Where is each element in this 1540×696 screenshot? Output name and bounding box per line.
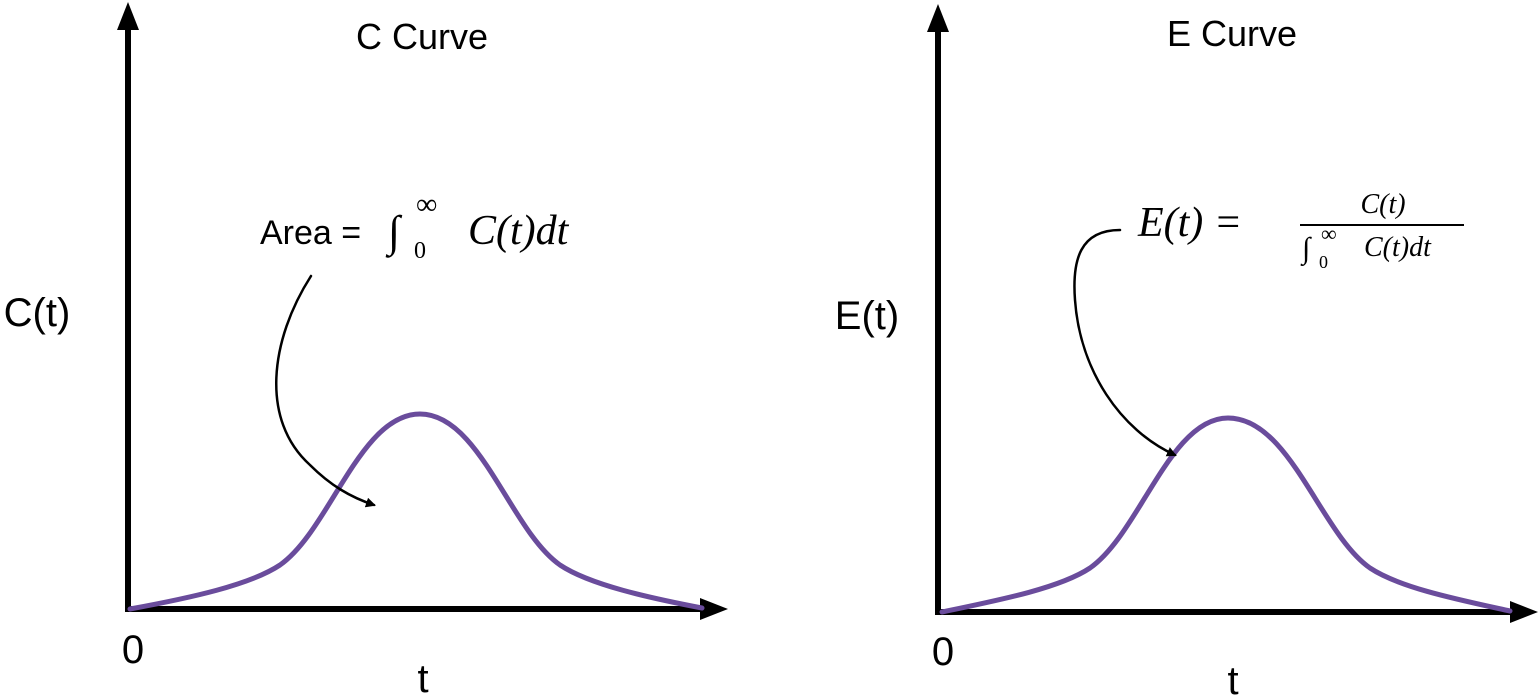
annotation-pointer bbox=[275, 274, 376, 508]
area-formula: Area = ∫ 0 ∞ C(t)dt bbox=[260, 188, 570, 264]
c-curve-panel: C Curve C(t) 0 t Area = ∫ 0 ∞ C(t)dt bbox=[4, 2, 728, 696]
den-integrand: C(t)dt bbox=[1364, 232, 1432, 263]
fraction-numerator: C(t) bbox=[1360, 189, 1405, 220]
den-integral-sign: ∫ bbox=[1300, 232, 1312, 267]
origin-label: 0 bbox=[932, 630, 954, 674]
den-upper-limit: ∞ bbox=[1321, 221, 1337, 246]
c-curve-line bbox=[127, 411, 705, 612]
annotation-pointer bbox=[1073, 228, 1177, 457]
y-axis-arrowhead bbox=[117, 2, 139, 30]
area-label: Area = bbox=[260, 214, 371, 252]
panel-title: E Curve bbox=[1167, 13, 1297, 54]
x-axis-label: t bbox=[417, 657, 428, 696]
x-axis-arrowhead bbox=[700, 598, 728, 620]
x-axis-label: t bbox=[1227, 659, 1238, 696]
e-curve-line bbox=[939, 415, 1513, 615]
e-formula: E(t) = C(t) ∫ 0 ∞ C(t)dt bbox=[1137, 189, 1464, 272]
e-curve-panel: E Curve E(t) 0 t E(t) = C(t) ∫ 0 ∞ C(t)d… bbox=[835, 4, 1538, 696]
integral-upper-limit: ∞ bbox=[416, 188, 437, 221]
y-axis-arrowhead bbox=[927, 4, 949, 32]
x-axis-arrowhead bbox=[1510, 601, 1538, 623]
integrand: C(t)dt bbox=[468, 208, 570, 254]
y-axis-label: C(t) bbox=[4, 291, 71, 335]
integral-lower-limit: 0 bbox=[414, 238, 426, 264]
panel-title: C Curve bbox=[356, 16, 488, 57]
den-lower-limit: 0 bbox=[1319, 252, 1328, 272]
integral-sign: ∫ bbox=[385, 207, 403, 258]
origin-label: 0 bbox=[122, 628, 144, 672]
formula-lhs: E(t) = bbox=[1137, 200, 1242, 246]
y-axis-label: E(t) bbox=[835, 294, 899, 338]
